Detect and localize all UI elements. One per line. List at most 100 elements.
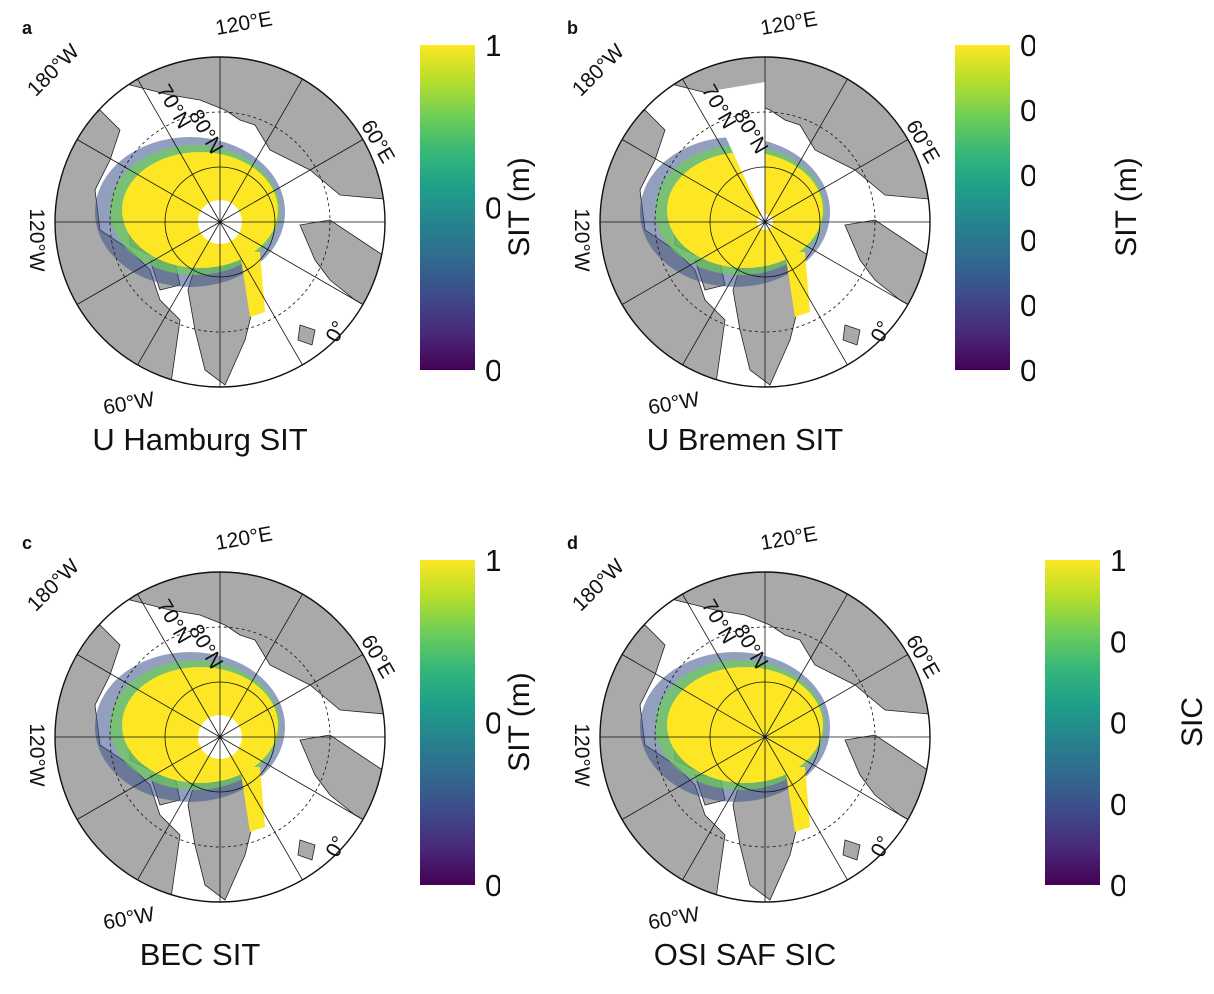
- colorbar-tick-label: 0.5: [485, 191, 500, 226]
- meridian-line: [76, 654, 221, 738]
- meridian-line: [764, 593, 848, 738]
- colorbar: 10.50: [420, 30, 500, 388]
- latitude-circle: [109, 111, 331, 333]
- missing-data-wedge: [705, 82, 765, 222]
- meridian-line: [764, 221, 848, 366]
- longitude-label: 60°W: [101, 903, 156, 935]
- colorbar-tick-label: 0.4: [1020, 93, 1035, 128]
- colorbar-tick-label: 0.6: [1110, 868, 1125, 903]
- longitude-label: 120°W: [25, 723, 48, 786]
- panel-title: U Hamburg SIT: [92, 422, 308, 457]
- panel-letter: b: [567, 18, 578, 38]
- meridian-line: [219, 221, 364, 305]
- meridian-line: [219, 736, 303, 881]
- colorbar-label: SIT (m): [503, 157, 536, 257]
- colorbar-label: SIT (m): [1110, 157, 1143, 257]
- longitude-label: 60°W: [101, 388, 156, 420]
- longitude-label: 180°W: [23, 555, 84, 616]
- map-border: [54, 56, 386, 388]
- longitude-label: 120°E: [214, 522, 275, 555]
- colorbar-tick-label: 1: [1110, 545, 1125, 578]
- meridian-line: [219, 139, 364, 223]
- meridian-line: [764, 221, 909, 305]
- map-border: [599, 56, 931, 388]
- meridian-line: [682, 593, 766, 738]
- land-mass: [297, 324, 316, 346]
- latitude-circle: [164, 166, 276, 278]
- colorbar-label: SIC: [1176, 697, 1209, 748]
- colorbar-gradient: [420, 560, 475, 885]
- panel-title: OSI SAF SIC: [653, 937, 837, 972]
- map-border: [54, 571, 386, 903]
- meridian-line: [76, 736, 221, 820]
- colorbar-tick-label: 0.2: [1020, 223, 1035, 258]
- meridian-line: [219, 593, 303, 738]
- colorbar-tick-label: 0.5: [1020, 30, 1035, 63]
- longitude-label: 120°W: [570, 723, 593, 786]
- colorbar-tick-label: 0.1: [1020, 288, 1035, 323]
- meridian-line: [137, 736, 221, 881]
- meridian-line: [137, 593, 221, 738]
- meridian-line: [137, 221, 221, 366]
- panel-title: U Bremen SIT: [646, 422, 844, 457]
- panel-title: BEC SIT: [139, 937, 261, 972]
- longitude-label: 180°W: [23, 40, 84, 101]
- longitude-label: 180°W: [568, 555, 629, 616]
- sea-ice-field: [95, 652, 285, 832]
- longitude-label: 180°W: [568, 40, 629, 101]
- latitude-circle: [109, 626, 331, 848]
- longitude-label: 60°W: [646, 388, 701, 420]
- colorbar: 10.50: [420, 545, 500, 903]
- meridian-line: [764, 654, 909, 738]
- panel-letter: d: [567, 533, 578, 553]
- colorbar-label: SIT (m): [503, 672, 536, 772]
- land-mass: [297, 839, 316, 861]
- colorbar-tick-label: 0.5: [485, 706, 500, 741]
- meridian-line: [219, 736, 364, 820]
- meridian-line: [682, 78, 766, 223]
- longitude-label: 120°E: [214, 7, 275, 40]
- latitude-circle: [709, 681, 821, 793]
- latitude-circle: [654, 111, 876, 333]
- sea-ice-field: [640, 82, 830, 317]
- longitude-label: 120°W: [570, 208, 593, 271]
- meridian-line: [621, 139, 766, 223]
- latitude-circle: [709, 166, 821, 278]
- meridian-line: [764, 139, 909, 223]
- colorbar-tick-label: 0.7: [1110, 787, 1125, 822]
- meridian-line: [621, 654, 766, 738]
- colorbar-tick-label: 0: [485, 353, 500, 388]
- panel-letter: c: [22, 533, 33, 553]
- longitude-label: 120°E: [759, 7, 820, 40]
- meridian-line: [219, 654, 364, 738]
- longitude-label: 120°W: [25, 208, 48, 271]
- meridian-line: [764, 736, 848, 881]
- colorbar-tick-label: 0: [1020, 353, 1035, 388]
- map-border: [599, 571, 931, 903]
- colorbar-tick-label: 0.3: [1020, 158, 1035, 193]
- meridian-line: [219, 78, 303, 223]
- meridian-line: [621, 221, 766, 305]
- meridian-line: [219, 221, 303, 366]
- colorbar-tick-label: 1: [485, 30, 500, 63]
- colorbar-tick-label: 0.9: [1110, 624, 1125, 659]
- panel-letter: a: [22, 18, 33, 38]
- longitude-label: 120°E: [759, 522, 820, 555]
- meridian-line: [76, 139, 221, 223]
- colorbar-gradient: [1045, 560, 1100, 885]
- latitude-circle: [164, 681, 276, 793]
- meridian-line: [682, 736, 766, 881]
- colorbar-tick-label: 1: [485, 545, 500, 578]
- meridian-line: [764, 736, 909, 820]
- meridian-line: [682, 221, 766, 366]
- colorbar-gradient: [955, 45, 1010, 370]
- meridian-line: [76, 221, 221, 305]
